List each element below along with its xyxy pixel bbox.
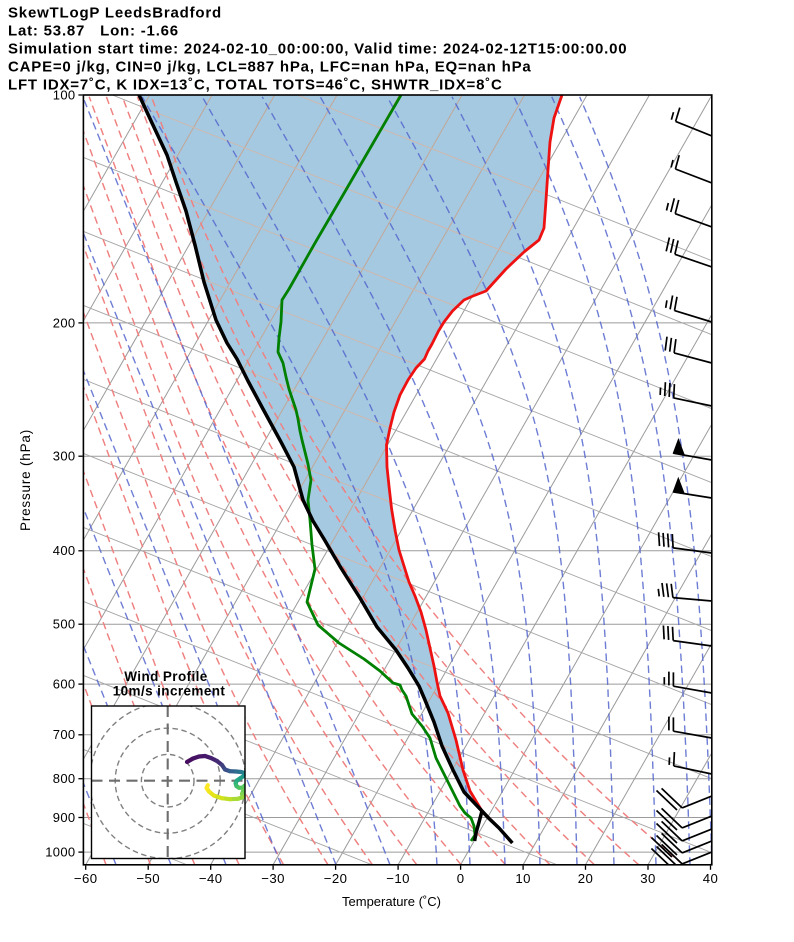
svg-text:−50: −50 <box>136 871 160 886</box>
svg-text:600: 600 <box>53 677 76 692</box>
svg-text:700: 700 <box>53 727 76 742</box>
svg-text:0: 0 <box>457 871 465 886</box>
svg-text:20: 20 <box>578 871 593 886</box>
svg-text:30: 30 <box>640 871 655 886</box>
svg-text:1000: 1000 <box>45 845 75 860</box>
svg-text:Wind Profile: Wind Profile <box>124 669 208 684</box>
svg-text:−40: −40 <box>199 871 223 886</box>
svg-text:LFT IDX=7˚C, K IDX=13˚C, TOTAL: LFT IDX=7˚C, K IDX=13˚C, TOTAL TOTS=46˚C… <box>8 77 503 94</box>
svg-text:300: 300 <box>53 449 76 464</box>
svg-text:200: 200 <box>53 315 76 330</box>
svg-text:Pressure (hPa): Pressure (hPa) <box>18 429 33 531</box>
svg-text:10m/s increment: 10m/s increment <box>113 684 226 699</box>
svg-text:−60: −60 <box>74 871 98 886</box>
svg-text:Temperature (˚C): Temperature (˚C) <box>342 894 441 909</box>
svg-text:400: 400 <box>53 543 76 558</box>
svg-text:−10: −10 <box>386 871 410 886</box>
svg-text:800: 800 <box>53 771 76 786</box>
svg-text:Lat: 53.87 Lon: -1.66: Lat: 53.87 Lon: -1.66 <box>8 23 179 40</box>
svg-text:10: 10 <box>515 871 530 886</box>
svg-text:−30: −30 <box>261 871 285 886</box>
svg-text:40: 40 <box>703 871 718 886</box>
svg-text:Simulation start time: 2024-02: Simulation start time: 2024-02-10_00:00:… <box>8 41 627 58</box>
svg-text:SkewTLogP LeedsBradford: SkewTLogP LeedsBradford <box>8 5 222 22</box>
svg-text:CAPE=0 j/kg, CIN=0 j/kg, LCL=8: CAPE=0 j/kg, CIN=0 j/kg, LCL=887 hPa, LF… <box>8 59 532 76</box>
svg-text:−20: −20 <box>324 871 348 886</box>
svg-text:500: 500 <box>53 617 76 632</box>
svg-text:900: 900 <box>53 810 76 825</box>
